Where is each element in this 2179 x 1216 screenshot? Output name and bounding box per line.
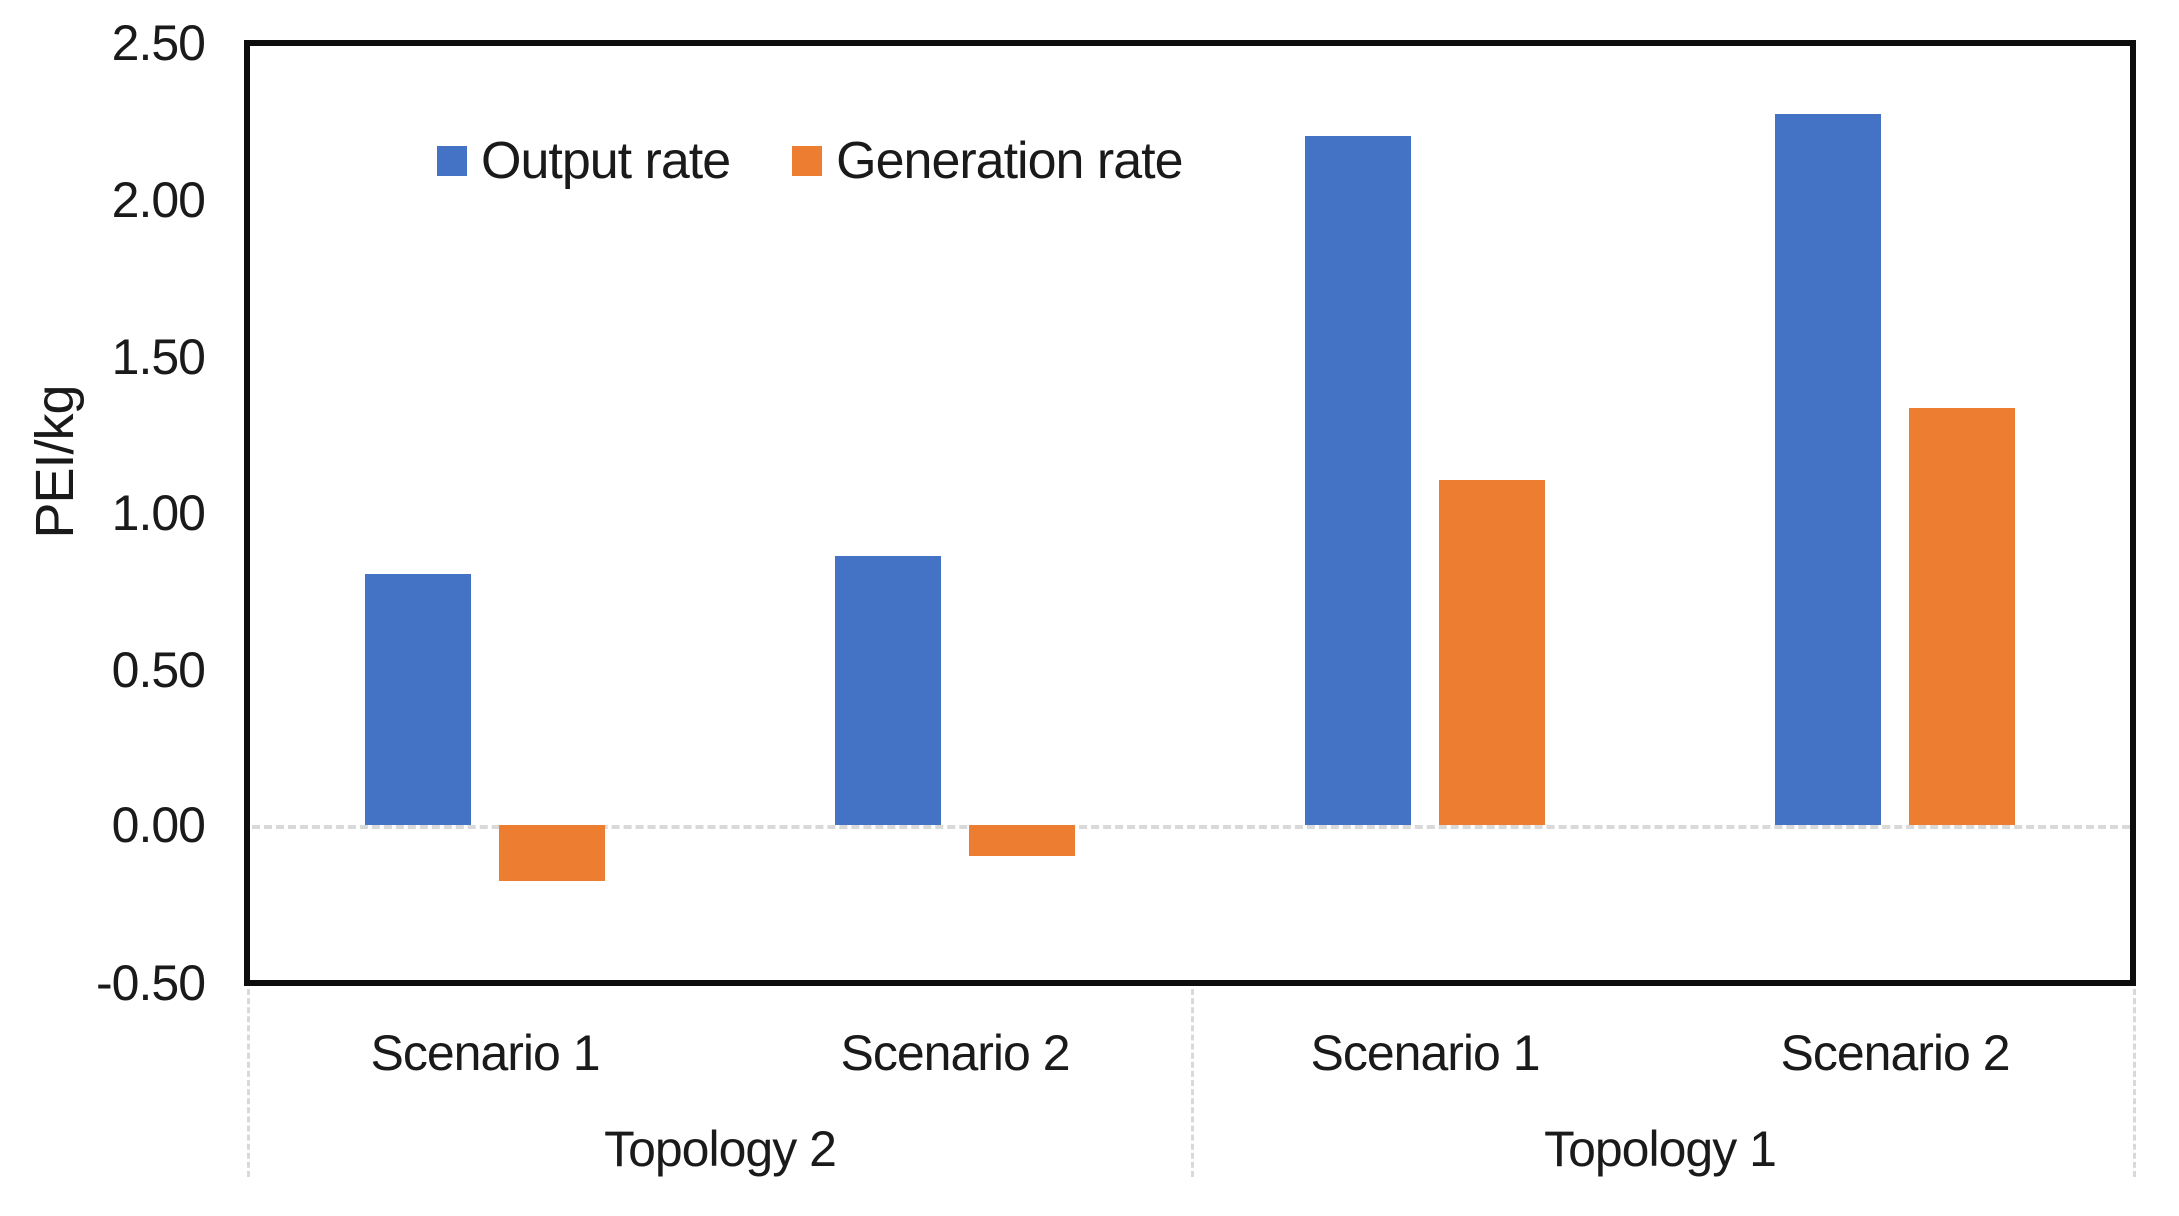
legend-item-generation-rate: Generation rate: [792, 131, 1184, 191]
legend-swatch-output-rate: [437, 146, 467, 176]
plot-area: [244, 40, 2136, 986]
y-tick-label-1.50: 1.50: [111, 329, 206, 385]
legend-swatch-generation-rate: [792, 146, 823, 176]
y-tick-label--0.50: -0.50: [96, 955, 206, 1011]
category-separator-3: [2133, 989, 2136, 1177]
legend-item-output-rate: Output rate: [437, 131, 731, 191]
bar-generation-rate-topology-1-scenario-2: [1909, 408, 2015, 825]
x-label-scenario-2-topology-2: Scenario 2: [840, 1025, 1070, 1081]
zero-gridline: [252, 825, 2130, 829]
category-separator-1: [247, 989, 250, 1177]
x-label-scenario-1-topology-1: Scenario 1: [1310, 1025, 1540, 1081]
bar-output-rate-topology-2-scenario-2: [835, 555, 941, 825]
x-label-scenario-1-topology-2: Scenario 1: [370, 1025, 600, 1081]
bar-output-rate-topology-1-scenario-1: [1305, 135, 1411, 825]
category-separator-2: [1191, 989, 1194, 1177]
bar-generation-rate-topology-2-scenario-1: [499, 825, 605, 882]
bar-output-rate-topology-2-scenario-1: [365, 574, 471, 825]
x-label-scenario-2-topology-1: Scenario 2: [1780, 1025, 2010, 1081]
legend-label-output-rate: Output rate: [481, 132, 731, 190]
bar-generation-rate-topology-1-scenario-1: [1439, 480, 1545, 825]
bar-output-rate-topology-1-scenario-2: [1775, 113, 1881, 825]
legend: Output rate Generation rate: [437, 131, 1184, 191]
y-tick-label-0.00: 0.00: [111, 797, 206, 853]
legend-label-generation-rate: Generation rate: [836, 132, 1183, 190]
y-tick-label-2.00: 2.00: [111, 172, 206, 228]
bar-generation-rate-topology-2-scenario-2: [969, 825, 1075, 857]
y-tick-label-1.00: 1.00: [111, 485, 206, 541]
x-group-label-topology-2: Topology 2: [604, 1121, 837, 1177]
x-group-label-topology-1: Topology 1: [1544, 1121, 1777, 1177]
y-tick-label-0.50: 0.50: [111, 642, 206, 698]
y-tick-label-2.50: 2.50: [111, 15, 206, 71]
